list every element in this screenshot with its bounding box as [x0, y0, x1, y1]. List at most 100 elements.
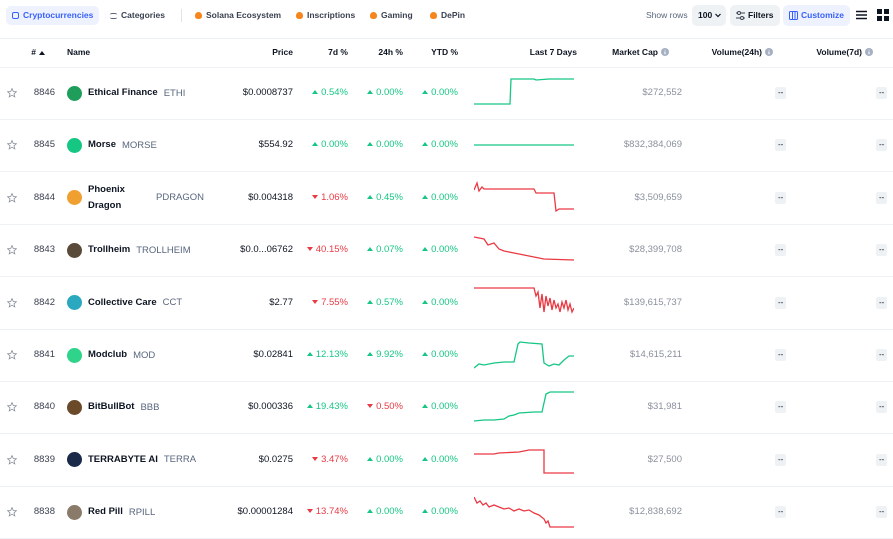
- volume-24h: --: [775, 349, 787, 361]
- change-ytd: 0.00%: [422, 486, 458, 538]
- sparkline-path: [474, 180, 574, 212]
- volume-7d: --: [876, 244, 888, 257]
- coin-name: Morse: [88, 139, 116, 151]
- name-cell[interactable]: Morse MORSE: [67, 119, 217, 171]
- sparkline-path: [474, 391, 574, 423]
- star-shape: [7, 350, 17, 360]
- favorite-star[interactable]: [7, 88, 17, 98]
- star-shape: [7, 454, 17, 465]
- table-row[interactable]: 8838 Red Pill RPILL $0.00001284 13.74% 0.00% 0…: [0, 486, 893, 539]
- table-row[interactable]: 8840 BitBullBot BBB $0.000336 19.43% 0.50% 0.0…: [0, 381, 893, 435]
- tab[interactable]: Cryptocurrencies: [6, 6, 100, 25]
- filters-button[interactable]: Filters: [730, 5, 780, 26]
- name-cell[interactable]: Phoenix Dragon PDRAGON: [67, 172, 217, 224]
- filter-icon: [736, 11, 745, 20]
- volume-24h: --: [775, 453, 787, 466]
- coin-name: TERRABYTE AI: [88, 453, 158, 465]
- favorite-star[interactable]: [7, 140, 17, 151]
- favorite-star[interactable]: [7, 454, 17, 465]
- table-row[interactable]: 8845 Morse MORSE $554.92 0.00% 0.00% 0.00% $832…: [0, 119, 893, 173]
- star-shape: [7, 297, 17, 308]
- change-ytd: 0.00%: [422, 329, 458, 381]
- info-icon[interactable]: [865, 48, 873, 56]
- price: $2.77: [269, 296, 293, 308]
- customize-button[interactable]: Customize: [783, 5, 850, 26]
- table-row[interactable]: 8839 TERRABYTE AI TERRA $0.0275 3.47% 0.00% 0.…: [0, 434, 893, 487]
- change-d7: 3.47%: [312, 434, 348, 486]
- column-header[interactable]: Price: [272, 39, 293, 66]
- coin-icon: [67, 295, 82, 311]
- customize-label: Customize: [801, 10, 844, 20]
- name-cell[interactable]: TERRABYTE AI TERRA: [67, 434, 217, 486]
- column-header[interactable]: Volume(7d): [816, 39, 873, 66]
- change-d7: 13.74%: [307, 486, 348, 538]
- name-cell[interactable]: Ethical Finance ETHI: [67, 67, 217, 119]
- coin-icon: [67, 242, 82, 258]
- tab[interactable]: Solana Ecosystem: [189, 6, 287, 25]
- market-cap: $28,399,708: [629, 244, 682, 256]
- star-shape: [7, 245, 17, 255]
- list-view-icon[interactable]: [856, 10, 867, 20]
- coin-name: BitBullBot: [88, 401, 135, 413]
- volume-7d: --: [876, 191, 888, 204]
- tab-icon: [370, 12, 377, 19]
- market-cap: $832,384,069: [623, 139, 682, 151]
- column-header[interactable]: 7d %: [328, 39, 348, 66]
- price: $0.0...06762: [240, 244, 293, 256]
- coin-name: Collective Care: [88, 296, 157, 308]
- show-rows-label: Show rows: [646, 10, 688, 20]
- star-shape: [7, 507, 17, 517]
- change-ytd: 0.00%: [422, 434, 458, 486]
- price: $0.0008737: [242, 87, 293, 98]
- tab[interactable]: Categories: [104, 6, 171, 25]
- info-icon[interactable]: [765, 48, 773, 56]
- favorite-star[interactable]: [7, 192, 17, 203]
- column-header[interactable]: 24h %: [378, 39, 403, 66]
- market-cap: $139,615,737: [623, 296, 682, 308]
- column-header-label: Volume(7d): [816, 47, 862, 57]
- column-header[interactable]: YTD %: [431, 39, 458, 66]
- rows-select[interactable]: 100: [692, 5, 727, 26]
- coin-icon: [67, 137, 82, 153]
- sparkline-path: [474, 286, 574, 314]
- change-ytd: 0.00%: [422, 381, 458, 433]
- sparkline: [474, 496, 574, 528]
- grid-view-icon[interactable]: [877, 9, 889, 21]
- table-row[interactable]: 8843 Trollheim TROLLHEIM $0.0...06762 40.15%…: [0, 224, 893, 278]
- filters-label: Filters: [748, 10, 774, 20]
- name-cell[interactable]: Collective Care CCT: [67, 277, 217, 329]
- column-header[interactable]: Volume(24h): [712, 39, 773, 66]
- tab-icon: [430, 12, 437, 19]
- change-h24: 0.00%: [367, 119, 403, 171]
- tab[interactable]: Gaming: [364, 6, 419, 25]
- tab-label: Cryptocurrencies: [23, 10, 94, 20]
- tab[interactable]: Inscriptions: [290, 6, 361, 25]
- favorite-star[interactable]: [7, 507, 17, 517]
- column-header[interactable]: #: [15, 39, 45, 66]
- name-cell[interactable]: BitBullBot BBB: [67, 381, 217, 433]
- change-h24: 0.57%: [367, 277, 403, 329]
- info-icon[interactable]: [661, 48, 669, 56]
- favorite-star[interactable]: [7, 297, 17, 308]
- volume-24h: --: [775, 139, 787, 152]
- coin-symbol: BBB: [140, 401, 160, 413]
- name-cell[interactable]: Trollheim TROLLHEIM: [67, 224, 217, 276]
- coin-icon: [67, 452, 82, 468]
- tab[interactable]: DePin: [424, 6, 471, 25]
- sparkline-path: [474, 449, 574, 474]
- favorite-star[interactable]: [7, 245, 17, 255]
- star-shape: [7, 192, 17, 203]
- table-row[interactable]: 8842 Collective Care CCT $2.77 7.55% 0.57% 0.0…: [0, 277, 893, 330]
- table-row[interactable]: 8846 Ethical Finance ETHI $0.0008737 0.54% 0.…: [0, 67, 893, 120]
- favorite-star[interactable]: [7, 402, 17, 413]
- change-h24: 0.00%: [367, 486, 403, 538]
- favorite-star[interactable]: [7, 350, 17, 360]
- table-row[interactable]: 8844 Phoenix Dragon PDRAGON $0.004318 1.06% 0…: [0, 172, 893, 225]
- name-cell[interactable]: Modclub MOD: [67, 329, 217, 381]
- table-row[interactable]: 8841 Modclub MOD $0.02841 12.13% 9.92% 0.00% $1…: [0, 329, 893, 382]
- tab-label: Solana Ecosystem: [206, 10, 282, 20]
- sparkline: [474, 180, 574, 212]
- column-header[interactable]: Market Cap: [612, 39, 669, 66]
- coin-symbol: CCT: [162, 297, 183, 309]
- name-cell[interactable]: Red Pill RPILL: [67, 486, 217, 538]
